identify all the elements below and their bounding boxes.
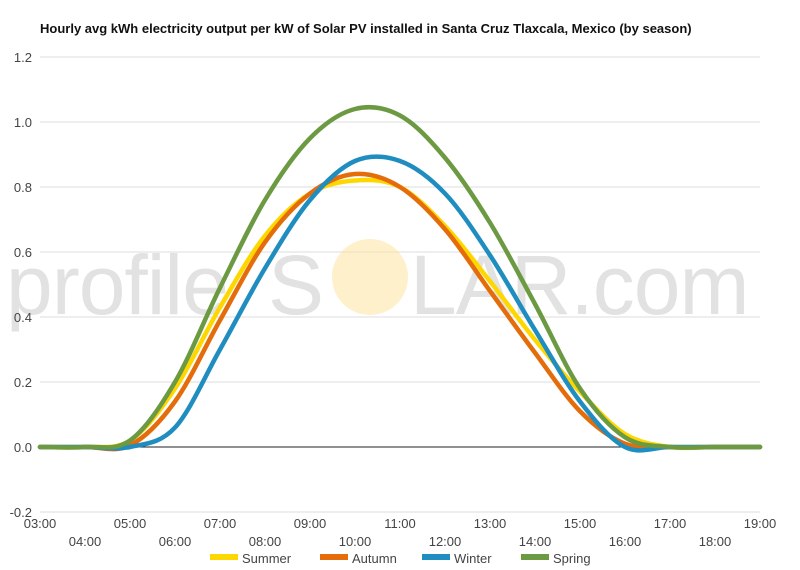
x-tick-label: 14:00	[519, 534, 552, 549]
x-tick-label: 18:00	[699, 534, 732, 549]
chart-title: Hourly avg kWh electricity output per kW…	[40, 21, 692, 36]
x-tick-label: 06:00	[159, 534, 192, 549]
legend-swatch-spring	[521, 554, 549, 560]
x-tick-label: 07:00	[204, 516, 237, 531]
y-axis-ticks: -0.2 0.0 0.2 0.4 0.6 0.8 1.0 1.2	[10, 50, 32, 520]
legend-swatch-autumn	[320, 554, 348, 560]
series-line-winter	[37, 154, 763, 453]
y-tick-label: 0.6	[14, 245, 32, 260]
y-tick-label: 0.8	[14, 180, 32, 195]
watermark-text-left: profile	[6, 238, 228, 332]
y-tick-label: 0.4	[14, 310, 32, 325]
legend-label-winter: Winter	[454, 551, 492, 566]
x-tick-label: 12:00	[429, 534, 462, 549]
x-axis-ticks: 03:00 04:00 05:00 06:00 07:00 08:00 09:00 10:00…	[24, 516, 777, 549]
y-tick-label: 0.0	[14, 440, 32, 455]
y-tick-label: 1.2	[14, 50, 32, 65]
x-tick-label: 08:00	[249, 534, 282, 549]
x-tick-label: 15:00	[564, 516, 597, 531]
x-tick-label: 17:00	[654, 516, 687, 531]
legend-label-autumn: Autumn	[352, 551, 397, 566]
legend-label-summer: Summer	[242, 551, 292, 566]
x-tick-label: 11:00	[384, 516, 416, 531]
x-tick-label: 10:00	[339, 534, 372, 549]
watermark-text-s: S	[268, 238, 323, 332]
watermark: profile S LAR.com	[6, 238, 749, 332]
y-tick-label: -0.2	[10, 505, 32, 520]
x-tick-label: 05:00	[114, 516, 147, 531]
watermark-sun-icon	[332, 239, 408, 315]
series-line-spring	[37, 104, 763, 450]
legend-swatch-summer	[210, 554, 238, 560]
y-tick-label: 1.0	[14, 115, 32, 130]
y-tick-label: 0.2	[14, 375, 32, 390]
legend-swatch-winter	[422, 554, 450, 560]
series-line-autumn	[37, 171, 763, 452]
legend: Summer Autumn Winter Spring	[210, 551, 591, 566]
x-tick-label: 03:00	[24, 516, 57, 531]
x-tick-label: 04:00	[69, 534, 102, 549]
x-tick-label: 19:00	[744, 516, 777, 531]
x-tick-label: 16:00	[609, 534, 642, 549]
x-tick-label: 09:00	[294, 516, 327, 531]
legend-label-spring: Spring	[553, 551, 591, 566]
x-tick-label: 13:00	[474, 516, 507, 531]
series-layer	[37, 104, 763, 453]
